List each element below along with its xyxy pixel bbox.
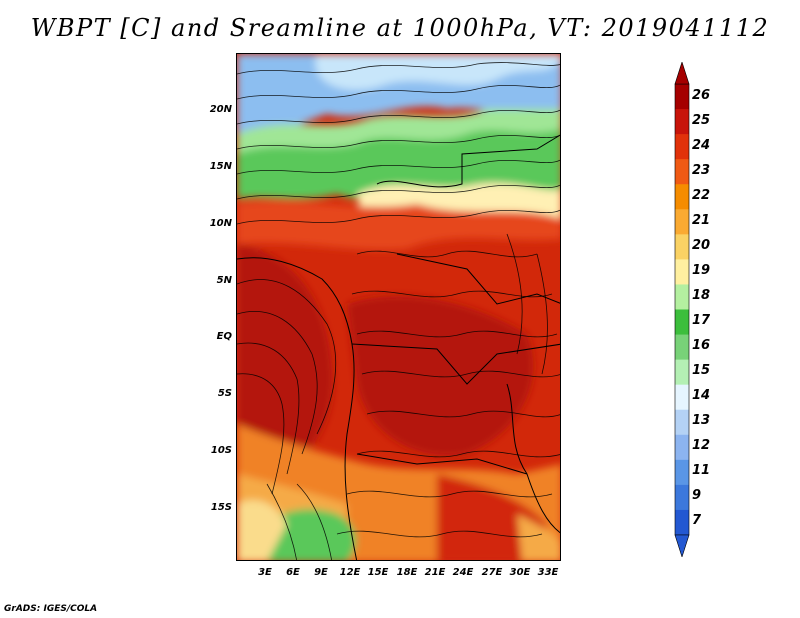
zone-north-palegreen (237, 109, 560, 154)
x-label-30e: 30E (509, 567, 531, 578)
colorbar-segment (675, 184, 689, 210)
colorbar-label: 16 (692, 338, 711, 354)
colorbar-label: 21 (692, 212, 711, 228)
colorbar-segment (675, 334, 689, 361)
colorbar-label: 11 (692, 463, 711, 479)
colorbar-label: 9 (692, 488, 702, 504)
colorbar-label: 7 (692, 513, 702, 529)
colorbar-label: 23 (692, 162, 711, 178)
borders (237, 134, 560, 560)
x-label-6e: 6E (286, 567, 300, 578)
colorbar-segment (675, 359, 689, 386)
x-label-18e: 18E (396, 567, 418, 578)
colorbar-segment (675, 234, 689, 260)
colorbar-segment (675, 409, 689, 436)
y-label-10s: 10S (210, 445, 232, 456)
colorbar-segment (675, 259, 689, 285)
colorbar-segment (675, 159, 689, 185)
x-label-9e: 9E (314, 567, 328, 578)
map-title: WBPT [C] and Sreamline at 1000hPa, VT: 2… (30, 14, 770, 42)
y-label-15n: 15N (209, 161, 232, 172)
colorbar-segment (675, 509, 689, 536)
colorbar-label: 26 (692, 87, 711, 103)
zone-north-green (237, 124, 560, 204)
colorbar-label: 15 (692, 363, 711, 379)
colorbar-bottom-arrow (674, 534, 690, 557)
colorbar-segment (675, 484, 689, 511)
colorbar-segment (675, 434, 689, 461)
colorbar-segment (675, 134, 689, 160)
zone-southeast-orange (517, 514, 560, 560)
x-label-27e: 27E (481, 567, 503, 578)
colorbar-label: 19 (692, 262, 711, 278)
x-label-33e: 33E (537, 567, 559, 578)
colorbar-label: 24 (692, 137, 711, 153)
colorbar-label: 14 (692, 388, 711, 404)
colorbar-label: 13 (692, 413, 711, 429)
colorbar-segment (675, 209, 689, 235)
colorbar-label: 18 (692, 287, 711, 303)
zone-southwest-yellow (237, 500, 287, 560)
colorbar-label: 12 (692, 438, 711, 454)
y-label-eq: EQ (216, 331, 232, 342)
y-label-20n: 20N (209, 104, 232, 115)
field-shading (237, 54, 560, 560)
x-label-12e: 12E (339, 567, 361, 578)
colorbar (674, 62, 690, 557)
zone-ocean-red (237, 244, 333, 464)
x-label-3e: 3E (258, 567, 272, 578)
zone-southeast-red (437, 474, 547, 560)
x-label-21e: 21E (424, 567, 446, 578)
streamlines (237, 62, 560, 560)
grads-credit: GrADS: IGES/COLA (4, 604, 98, 614)
x-label-15e: 15E (367, 567, 389, 578)
colorbar-label: 20 (692, 237, 711, 253)
colorbar-ends (674, 62, 690, 557)
colorbar-segment (675, 109, 689, 135)
colorbar-label: 17 (692, 313, 711, 329)
colorbar-segment (675, 384, 689, 411)
colorbar-segment (675, 84, 689, 110)
wbpt-map-plot (236, 53, 561, 561)
y-label-15s: 15S (210, 502, 232, 513)
zone-north-lightblue (237, 54, 560, 90)
colorbar-segments (674, 83, 690, 536)
y-label-5n: 5N (216, 275, 232, 286)
x-label-24e: 24E (452, 567, 474, 578)
colorbar-segment (675, 459, 689, 486)
wbpt-field (237, 54, 560, 560)
colorbar-label: 22 (692, 187, 711, 203)
zone-congo-red (347, 295, 534, 456)
colorbar-top-arrow (674, 62, 690, 85)
colorbar-segment (675, 284, 689, 310)
colorbar-label: 25 (692, 112, 711, 128)
colorbar-segment (675, 309, 689, 336)
y-label-10n: 10N (209, 218, 232, 229)
y-label-5s: 5S (217, 388, 232, 399)
